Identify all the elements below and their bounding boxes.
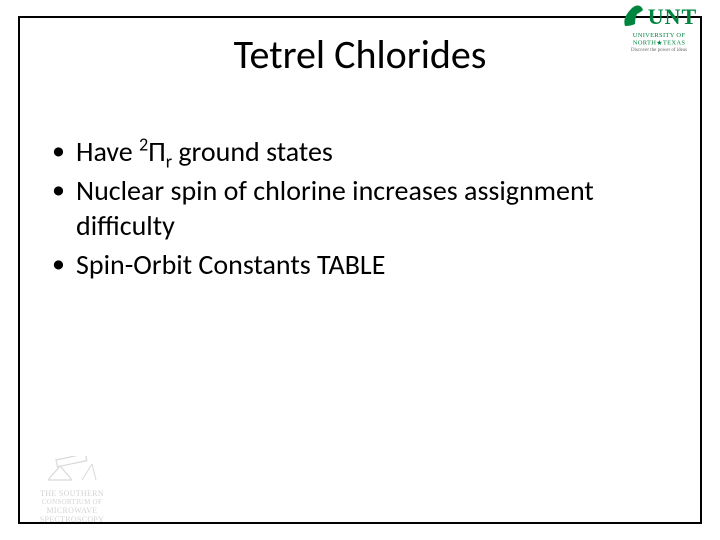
unt-sub-text: UNIVERSITY OF [633, 32, 686, 39]
bullet-text: Spin-Orbit Constants TABLE [76, 247, 385, 282]
unt-wordmark: UNT [648, 4, 697, 30]
bullet-item-3: Spin-Orbit Constants TABLE [48, 247, 680, 282]
bullet-text: ground states [172, 134, 333, 169]
eagle-icon [621, 4, 645, 30]
consortium-line: MICROWAVE [22, 506, 122, 515]
superscript: 2 [139, 134, 148, 156]
consortium-line: THE SOUTHERN [22, 489, 122, 498]
unt-logo: UNT UNIVERSITY OF NORTH★TEXAS Discover t… [604, 4, 714, 53]
unt-tagline: Discover the power of ideas [604, 48, 714, 53]
bullet-text: Have [76, 134, 139, 169]
bullet-list: Have 2Πr ground states Nuclear spin of c… [48, 134, 680, 286]
consortium-line: CONSORTIUM OF [22, 498, 122, 506]
pi-symbol: Π [148, 134, 165, 169]
bullet-text: Nuclear spin of chlorine increases assig… [76, 173, 594, 243]
consortium-line: SPECTROSCOPY [22, 515, 122, 524]
unt-sub-text: TEXAS [663, 39, 685, 46]
unt-logo-row: UNT [604, 4, 714, 30]
bullet-item-2: Nuclear spin of chlorine increases assig… [48, 173, 680, 243]
unt-sub-text: NORTH [633, 39, 657, 46]
unt-subtitle-1: UNIVERSITY OF NORTH★TEXAS [604, 32, 714, 47]
bullet-item-1: Have 2Πr ground states [48, 134, 680, 169]
telescope-icon [42, 456, 102, 482]
star-icon: ★ [656, 39, 663, 47]
consortium-logo: THE SOUTHERN CONSORTIUM OF MICROWAVE SPE… [22, 456, 122, 524]
